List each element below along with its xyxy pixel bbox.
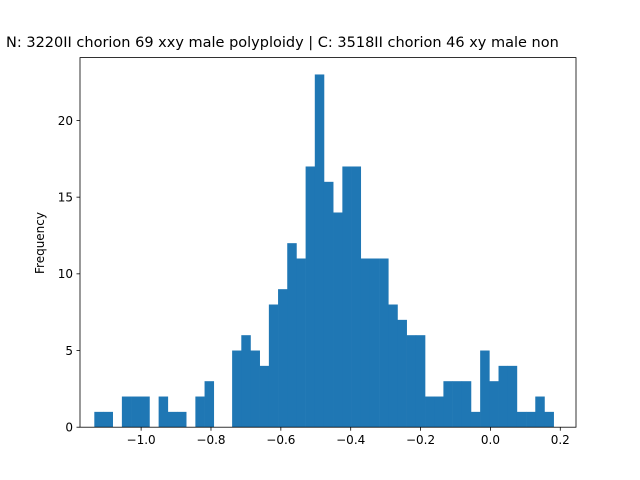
- histogram-bar: [296, 258, 306, 428]
- histogram-bar: [544, 411, 554, 428]
- y-tick-label: 5: [65, 344, 73, 358]
- histogram-bar: [131, 396, 141, 428]
- y-tick-label: 0: [65, 421, 73, 435]
- histogram-bar: [305, 166, 316, 428]
- y-tick-label: 20: [58, 114, 73, 128]
- chart-title: N: 3220II chorion 69 xxy male polyploidy…: [6, 35, 559, 51]
- histogram-bar: [176, 411, 187, 428]
- histogram-bar: [452, 381, 463, 428]
- histogram-bar: [434, 396, 444, 428]
- histogram-bar: [388, 304, 398, 428]
- histogram-bar: [498, 365, 509, 428]
- histogram-bar: [507, 365, 518, 428]
- histogram-bar: [314, 74, 325, 428]
- histogram-bar: [232, 350, 242, 428]
- histogram-bar: [535, 396, 545, 428]
- x-tick-label: 0.2: [551, 433, 570, 447]
- histogram-bar: [268, 304, 279, 428]
- x-tick-label: −1.0: [127, 433, 156, 447]
- histogram-bar: [516, 411, 527, 428]
- histogram-bar: [158, 396, 169, 428]
- histogram-bar: [425, 396, 435, 428]
- histogram-bar: [287, 243, 297, 428]
- histogram-bar: [333, 212, 343, 428]
- histogram-bar: [526, 411, 536, 428]
- histogram-bar: [195, 396, 205, 428]
- x-tick-label: −0.2: [406, 433, 435, 447]
- x-tick-label: −0.4: [336, 433, 365, 447]
- histogram-bar: [94, 411, 104, 428]
- histogram-bar: [489, 381, 499, 428]
- histogram-bar: [461, 381, 472, 428]
- y-axis: 0 5 10 15 20: [58, 114, 80, 435]
- histogram-bar: [443, 381, 453, 428]
- histogram-bar: [369, 258, 380, 428]
- histogram-bar: [415, 335, 426, 428]
- x-tick-label: −0.8: [196, 433, 225, 447]
- histogram-bar: [351, 166, 362, 428]
- histogram-bar: [360, 258, 371, 428]
- histogram-bar: [121, 396, 132, 428]
- histogram-bar: [406, 335, 417, 428]
- axes-frame: [79, 57, 577, 428]
- histogram-bar: [379, 258, 389, 428]
- histogram-bar: [167, 411, 178, 428]
- x-axis: −1.0 −0.8 −0.6 −0.4 −0.2 0.0 0.2: [127, 427, 570, 447]
- histogram-bar: [140, 396, 150, 428]
- histogram-bar: [259, 365, 270, 428]
- histogram-bar: [241, 335, 251, 428]
- histogram-bar: [342, 166, 352, 428]
- y-tick-label: 10: [58, 267, 73, 281]
- histogram-bar: [323, 181, 334, 428]
- x-tick-label: −0.6: [266, 433, 295, 447]
- y-tick-label: 15: [58, 190, 73, 204]
- y-axis-label: Frequency: [33, 212, 47, 274]
- x-tick-label: 0.0: [481, 433, 500, 447]
- histogram-bar: [480, 350, 490, 428]
- histogram-bar: [470, 411, 481, 428]
- histogram-bar: [397, 319, 407, 428]
- histogram-bars: [94, 74, 554, 428]
- histogram-bar: [250, 350, 260, 428]
- histogram-bar: [204, 381, 215, 428]
- histogram-bar: [103, 411, 113, 428]
- histogram-bar: [278, 289, 288, 428]
